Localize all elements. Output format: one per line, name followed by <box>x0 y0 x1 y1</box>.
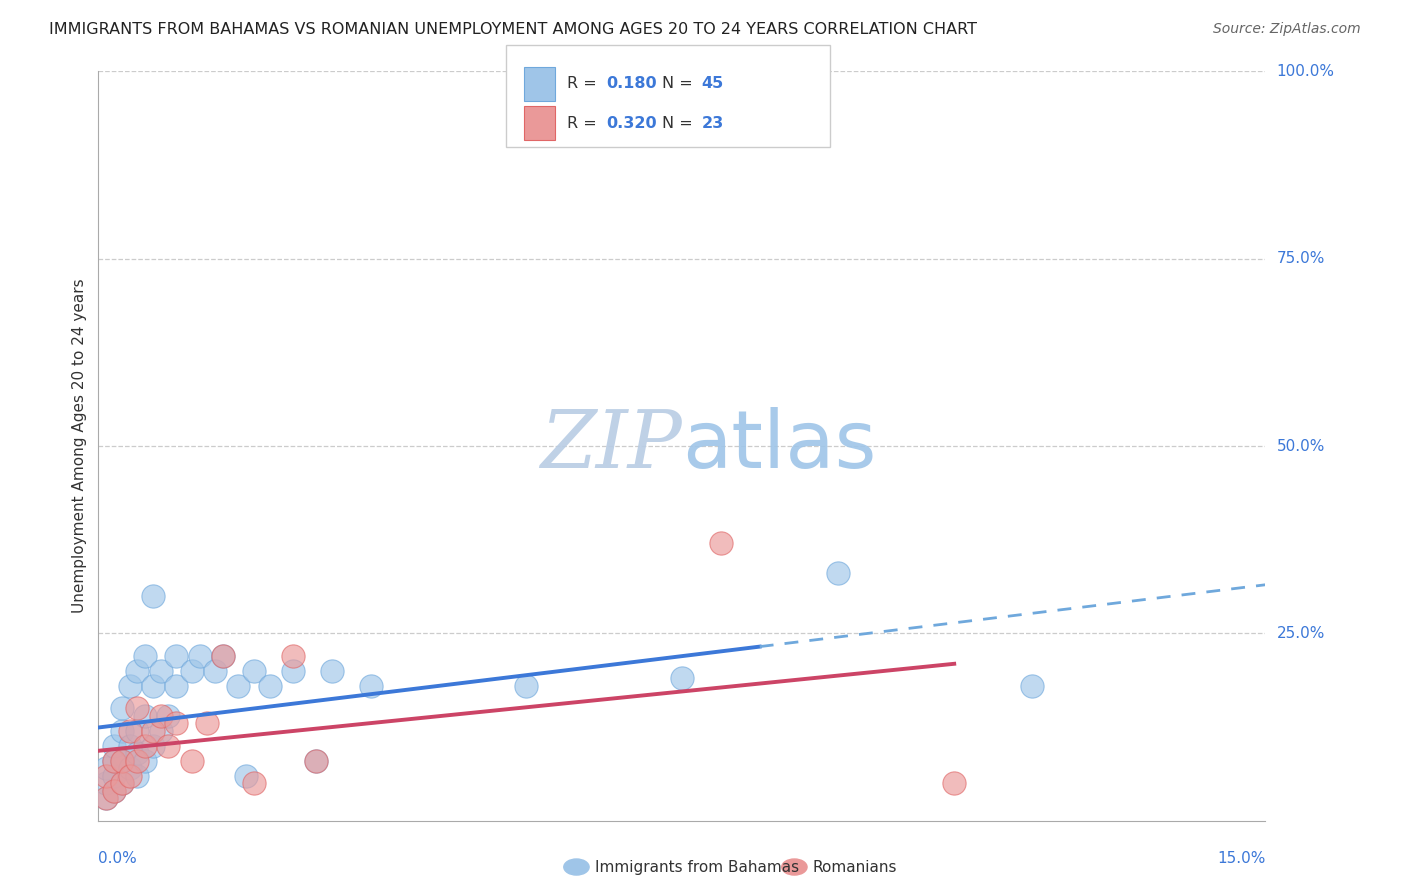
Point <box>195 716 218 731</box>
Y-axis label: Unemployment Among Ages 20 to 24 years: Unemployment Among Ages 20 to 24 years <box>72 278 87 614</box>
Point <box>321 664 343 678</box>
Text: Romanians: Romanians <box>813 860 897 874</box>
Text: R =: R = <box>567 116 602 130</box>
Text: 0.320: 0.320 <box>606 116 657 130</box>
Point <box>111 776 134 790</box>
Point <box>118 723 141 738</box>
Text: 15.0%: 15.0% <box>1218 851 1265 866</box>
Point <box>281 648 304 663</box>
Point <box>142 739 165 753</box>
Point <box>243 664 266 678</box>
Text: 45: 45 <box>702 77 724 91</box>
Text: 75.0%: 75.0% <box>1277 252 1324 266</box>
Point <box>165 716 187 731</box>
Point <box>827 566 849 581</box>
Text: 50.0%: 50.0% <box>1277 439 1324 453</box>
Text: N =: N = <box>662 77 699 91</box>
Point <box>134 708 156 723</box>
Point <box>134 739 156 753</box>
Point <box>149 723 172 738</box>
Point <box>111 723 134 738</box>
Point <box>111 754 134 768</box>
Point <box>127 664 149 678</box>
Point <box>281 664 304 678</box>
Point <box>204 664 226 678</box>
Point <box>228 679 250 693</box>
Point <box>259 679 281 693</box>
Text: R =: R = <box>567 77 602 91</box>
Text: ZIP: ZIP <box>540 408 682 484</box>
Point <box>111 776 134 790</box>
Point <box>943 776 966 790</box>
Text: 0.180: 0.180 <box>606 77 657 91</box>
Point <box>157 739 180 753</box>
Point <box>142 723 165 738</box>
Point <box>212 648 235 663</box>
Point <box>243 776 266 790</box>
Point <box>710 536 733 550</box>
Point <box>118 739 141 753</box>
Point <box>118 761 141 775</box>
Point <box>127 754 149 768</box>
Point <box>180 754 202 768</box>
Point <box>142 679 165 693</box>
Point <box>165 648 187 663</box>
Point <box>103 783 125 797</box>
Point <box>118 769 141 783</box>
Point <box>305 754 328 768</box>
Point <box>127 723 149 738</box>
Point <box>305 754 328 768</box>
Point <box>134 754 156 768</box>
Point <box>103 739 125 753</box>
Text: 23: 23 <box>702 116 724 130</box>
Point <box>1021 679 1043 693</box>
Point <box>149 708 172 723</box>
Point <box>96 791 118 805</box>
Point <box>96 761 118 775</box>
Point <box>149 664 172 678</box>
Text: Immigrants from Bahamas: Immigrants from Bahamas <box>595 860 799 874</box>
Point <box>103 769 125 783</box>
Point <box>127 769 149 783</box>
Point <box>360 679 382 693</box>
Point <box>142 589 165 603</box>
Point <box>127 701 149 715</box>
Point <box>134 648 156 663</box>
Point <box>671 671 693 685</box>
Point <box>111 701 134 715</box>
Text: atlas: atlas <box>682 407 876 485</box>
Point <box>188 648 211 663</box>
Point <box>96 769 118 783</box>
Point <box>96 791 118 805</box>
Point <box>157 708 180 723</box>
Text: 0.0%: 0.0% <box>98 851 138 866</box>
Point <box>111 754 134 768</box>
Text: 100.0%: 100.0% <box>1277 64 1334 78</box>
Point <box>96 776 118 790</box>
Point <box>103 754 125 768</box>
Text: 25.0%: 25.0% <box>1277 626 1324 640</box>
Text: IMMIGRANTS FROM BAHAMAS VS ROMANIAN UNEMPLOYMENT AMONG AGES 20 TO 24 YEARS CORRE: IMMIGRANTS FROM BAHAMAS VS ROMANIAN UNEM… <box>49 22 977 37</box>
Point <box>103 783 125 797</box>
Point <box>180 664 202 678</box>
Point <box>515 679 537 693</box>
Point <box>103 754 125 768</box>
Point <box>127 746 149 760</box>
Text: Source: ZipAtlas.com: Source: ZipAtlas.com <box>1213 22 1361 37</box>
Point <box>165 679 187 693</box>
Point <box>118 679 141 693</box>
Point <box>235 769 257 783</box>
Text: N =: N = <box>662 116 699 130</box>
Point <box>212 648 235 663</box>
